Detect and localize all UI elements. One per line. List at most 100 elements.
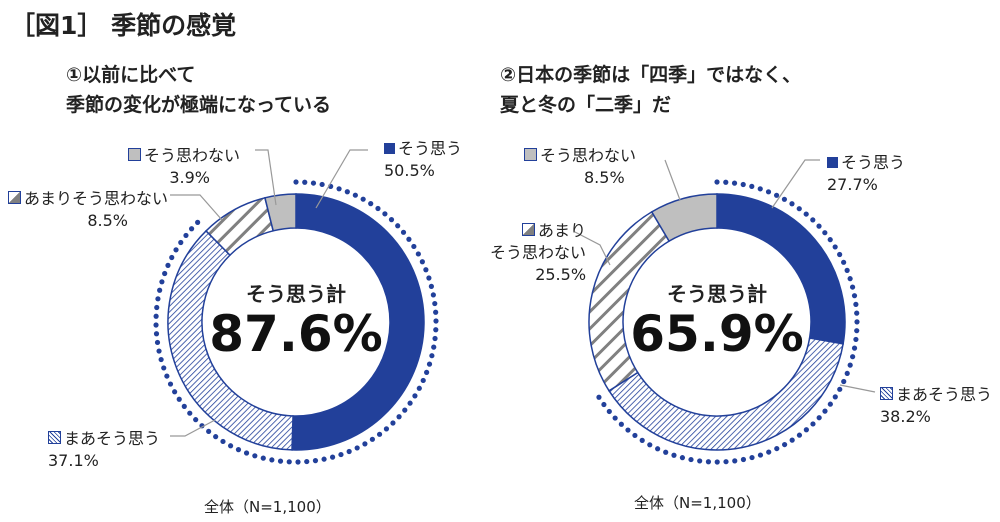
chart1-label-sou-omowanai: そう思わない 3.9% bbox=[128, 145, 240, 189]
chart2-total-dot bbox=[732, 458, 738, 464]
chart1-center-value: 87.6% bbox=[209, 305, 383, 363]
chart1-total-dot bbox=[430, 292, 436, 298]
chart2-total-dot bbox=[697, 458, 703, 464]
leader-line bbox=[574, 231, 611, 266]
chart2-total-dot bbox=[850, 354, 856, 360]
legend-hatch-icon bbox=[48, 431, 61, 444]
chart2-total-dot bbox=[612, 415, 618, 421]
chart1-total-dot bbox=[412, 393, 418, 399]
chart2-total-dot bbox=[618, 421, 624, 427]
chart1-total-dot bbox=[310, 180, 317, 186]
chart2-total-dot bbox=[632, 432, 638, 439]
chart2-center-label: そう思う計 bbox=[667, 282, 767, 306]
chart1-total-dot bbox=[193, 417, 199, 423]
leader-line bbox=[170, 419, 216, 437]
chart1-total-dot bbox=[312, 458, 319, 464]
legend-hatch-icon bbox=[880, 387, 893, 400]
chart2-total-dot bbox=[655, 446, 661, 452]
chart2-total-dot bbox=[847, 362, 853, 368]
chart1-total-dot bbox=[346, 448, 352, 455]
chart1-total-dot bbox=[321, 456, 327, 462]
chart2-total-dot bbox=[705, 459, 712, 465]
chart2-subtitle: ②日本の季節は「四季」ではなく、 夏と冬の「二季」だ bbox=[500, 64, 802, 116]
chart2-total-dot bbox=[827, 401, 833, 407]
chart1-total-dot bbox=[178, 239, 184, 246]
chart1-total-dot bbox=[329, 454, 336, 460]
chart1-total-dot bbox=[420, 377, 426, 384]
chart2-total-dot bbox=[849, 284, 856, 290]
chart2-total-dot bbox=[731, 180, 738, 186]
chart2-total-dot bbox=[847, 276, 853, 282]
leader-line bbox=[315, 149, 368, 209]
chart1-total-dot bbox=[415, 251, 421, 257]
chart1-total-dot bbox=[416, 385, 422, 391]
chart2-slice-sou-omowanai bbox=[650, 193, 718, 243]
chart1-total-dot bbox=[158, 356, 164, 363]
chart1-total-dot bbox=[402, 407, 408, 413]
chart1-total-dot bbox=[155, 296, 161, 302]
chart2-total-dot bbox=[796, 206, 802, 212]
chart2-total-dot bbox=[851, 345, 858, 351]
chart2-total-dot bbox=[789, 437, 795, 443]
figure-title: ［図1］ 季節の感覚 bbox=[10, 11, 237, 40]
chart2-total-dot bbox=[766, 449, 772, 455]
chart2-total-dot bbox=[606, 408, 612, 415]
chart2-total-dot bbox=[810, 217, 816, 223]
chart1-total-dot bbox=[411, 243, 417, 250]
chart1-total-dot bbox=[302, 179, 308, 185]
chart1-total-dot bbox=[183, 232, 189, 239]
chart2-total-dot bbox=[853, 336, 859, 343]
chart1-total-dot bbox=[396, 414, 402, 420]
chart2-total-dot bbox=[782, 441, 788, 448]
chart2-total-dot bbox=[647, 442, 653, 448]
legend-stripe-icon bbox=[8, 191, 21, 204]
chart2-total-dot bbox=[841, 378, 847, 385]
chart1-total-dot bbox=[167, 381, 174, 387]
legend-solid-blue-icon bbox=[384, 143, 395, 154]
chart1-total-dot bbox=[157, 287, 163, 293]
chart2-total-dot bbox=[757, 452, 764, 458]
chart1-total-dot bbox=[368, 201, 374, 207]
chart1-total-dot bbox=[338, 451, 344, 458]
chart2-total-dot bbox=[816, 223, 822, 229]
chart1-total-dot bbox=[286, 459, 292, 465]
chart2-total-dot bbox=[827, 237, 833, 243]
chart1-label-maa: まあそう思う 37.1% bbox=[48, 429, 161, 470]
chart1-total-dot bbox=[162, 270, 168, 277]
chart1-total-dot bbox=[426, 275, 432, 281]
chart2-total-dot bbox=[740, 181, 746, 188]
chart2-total-dot bbox=[854, 310, 860, 316]
chart2-total-dot bbox=[663, 449, 669, 455]
chart2-total-dot bbox=[639, 437, 645, 443]
chart2-total-dot bbox=[757, 186, 763, 192]
chart1-slice-sou bbox=[291, 193, 425, 451]
chart2-total-dot bbox=[832, 244, 838, 250]
chart2-total-dot bbox=[789, 201, 795, 207]
chart1-total-dot bbox=[390, 420, 396, 426]
chart1-total-dot bbox=[295, 459, 301, 465]
chart2-total-dot bbox=[773, 192, 780, 198]
chart2-total-dot bbox=[851, 293, 858, 299]
chart1-total-dot bbox=[432, 335, 438, 342]
chart2-footnote: 全体（N=1,100） bbox=[634, 494, 761, 512]
chart1-total-dot bbox=[243, 450, 250, 456]
chart2-label-amari: あまり そう思わない 25.5% bbox=[490, 221, 587, 284]
chart1-total-dot bbox=[277, 458, 284, 464]
chart1-total-dot bbox=[395, 223, 401, 229]
chart2-center-value: 65.9% bbox=[630, 305, 804, 363]
chart1-total-dot bbox=[407, 400, 413, 406]
leader-line bbox=[771, 159, 820, 209]
chart2-total-dot bbox=[841, 259, 847, 265]
chart1-total-dot bbox=[336, 186, 342, 192]
chart1-total-dot bbox=[369, 436, 375, 442]
chart1-total-dot bbox=[431, 344, 437, 350]
chart1-total-dot bbox=[426, 361, 433, 367]
chart2-total-dot bbox=[714, 179, 720, 185]
chart1-total-dot bbox=[220, 438, 226, 445]
chart1-total-dot bbox=[428, 283, 434, 289]
chart1-total-dot bbox=[161, 365, 167, 371]
chart1-total-dot bbox=[165, 262, 171, 268]
chart1-total-dot bbox=[360, 196, 366, 202]
chart1-total-dot bbox=[172, 389, 178, 395]
chart1-total-dot bbox=[406, 236, 412, 242]
